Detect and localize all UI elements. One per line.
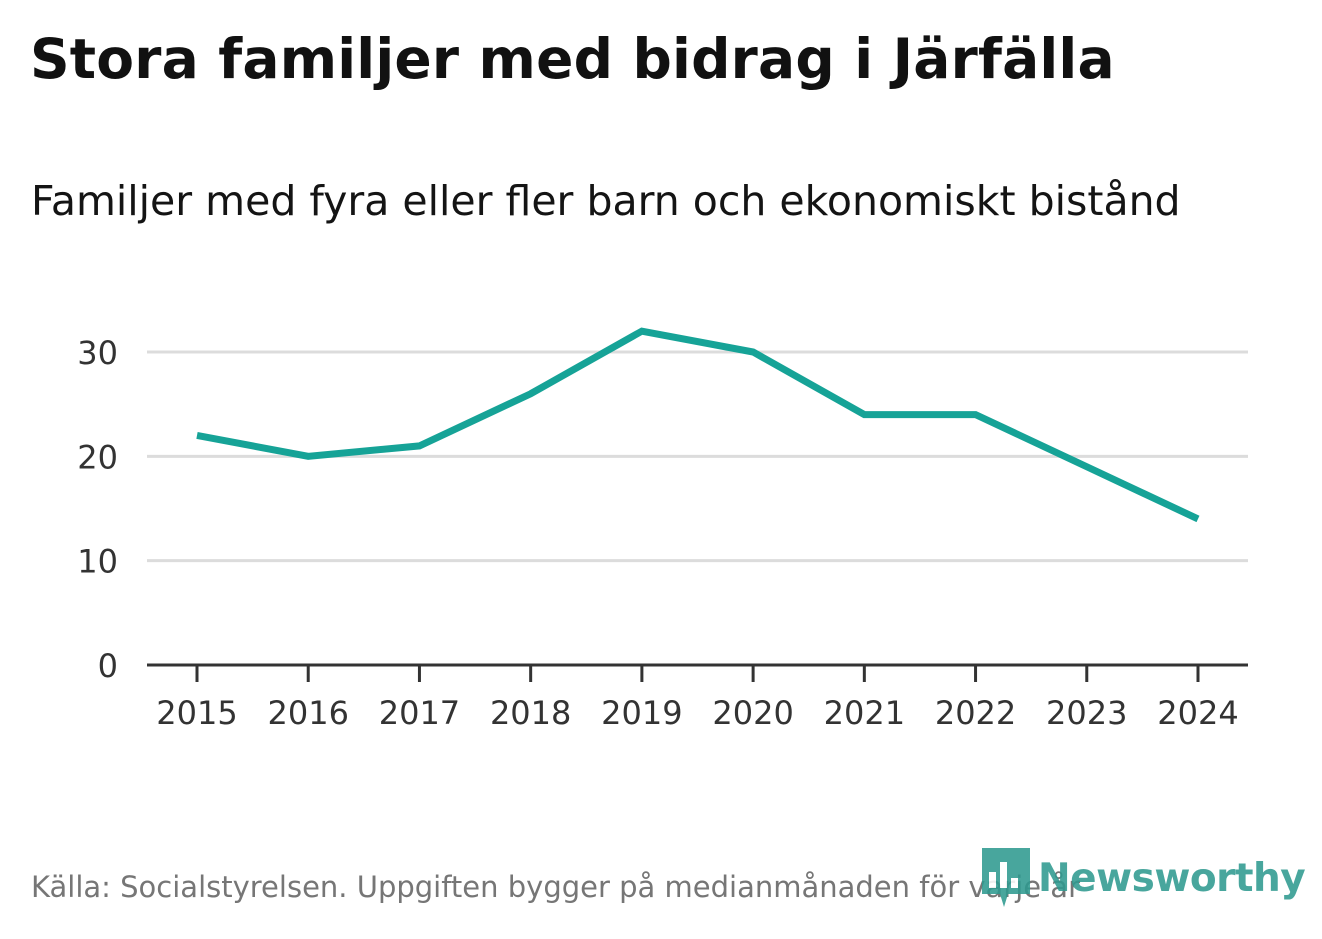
y-axis-labels: 0 10 20 30 [77, 334, 118, 685]
x-tick-label: 2017 [379, 694, 460, 732]
x-tick-label: 2022 [935, 694, 1016, 732]
series-line-0 [196, 327, 1200, 523]
x-axis [147, 663, 1248, 682]
newsworthy-logo-icon [982, 848, 1030, 907]
chart-subtitle: Familjer med fyra eller fler barn och ek… [31, 177, 1181, 225]
x-tick-label: 2024 [1157, 694, 1238, 732]
y-tick-label: 10 [77, 543, 118, 581]
x-tick-label: 2015 [156, 694, 237, 732]
newsworthy-logo: Newsworthy [982, 848, 1306, 908]
newsworthy-logo-text: Newsworthy [1038, 855, 1306, 901]
x-tick-label: 2016 [268, 694, 349, 732]
x-tick-label: 2021 [824, 694, 905, 732]
series [196, 327, 1200, 523]
x-axis-labels: 2015 2016 2017 2018 2019 2020 2021 2022 2023 2024 [156, 694, 1238, 732]
source-note: Källa: Socialstyrelsen. Uppgiften bygger… [31, 870, 1080, 904]
x-tick-label: 2023 [1046, 694, 1127, 732]
x-tick-label: 2019 [601, 694, 682, 732]
chart-title: Stora familjer med bidrag i Järfälla [30, 27, 1115, 91]
x-tick-label: 2020 [712, 694, 793, 732]
y-tick-label: 20 [77, 438, 118, 476]
y-tick-label: 30 [77, 334, 118, 372]
y-tick-label: 0 [98, 647, 118, 685]
x-tick-label: 2018 [490, 694, 571, 732]
